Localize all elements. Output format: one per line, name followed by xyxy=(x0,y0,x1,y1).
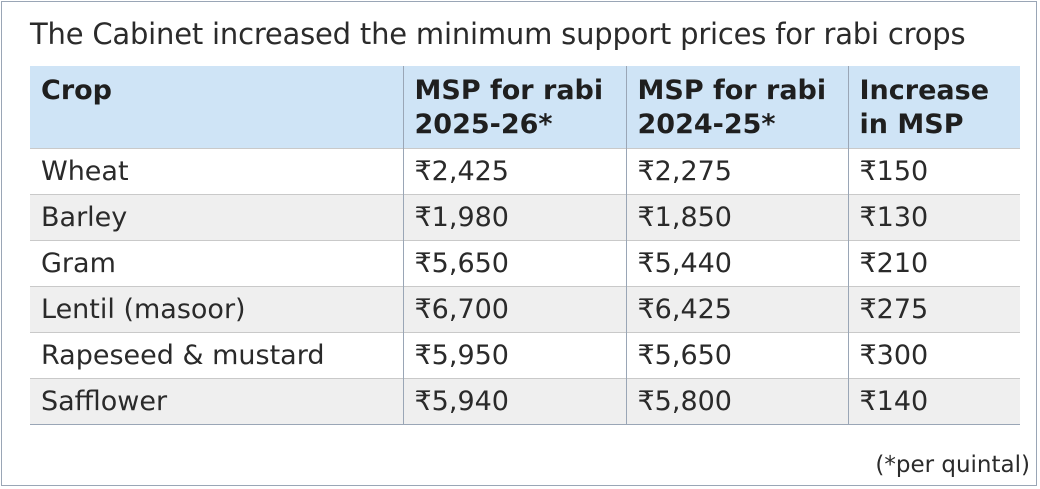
msp-2025-26-cell: ₹2,425 xyxy=(402,148,626,195)
crop-cell: Rapeseed & mustard xyxy=(30,332,403,379)
crop-cell: Gram xyxy=(30,240,403,287)
msp-2024-25-cell: ₹5,650 xyxy=(625,332,848,379)
msp-2024-25-cell: ₹1,850 xyxy=(625,194,848,241)
chart-title: The Cabinet increased the minimum suppor… xyxy=(30,17,966,51)
increase-cell: ₹130 xyxy=(847,194,1020,241)
table-row: Rapeseed & mustard ₹5,950 ₹5,650 ₹300 xyxy=(30,332,1020,379)
msp-2025-26-cell: ₹6,700 xyxy=(402,286,626,333)
increase-cell: ₹210 xyxy=(847,240,1020,287)
table-row: Barley ₹1,980 ₹1,850 ₹130 xyxy=(30,194,1020,241)
header-increase: Increase in MSP xyxy=(847,66,1020,149)
increase-cell: ₹150 xyxy=(847,148,1020,195)
header-msp-2025-26: MSP for rabi 2025-26* xyxy=(402,66,626,149)
crop-cell: Wheat xyxy=(30,148,403,195)
header-increase-line1: Increase xyxy=(859,75,990,106)
header-row: Crop MSP for rabi 2025-26* MSP for rabi … xyxy=(30,66,1020,149)
table-row: Lentil (masoor) ₹6,700 ₹6,425 ₹275 xyxy=(30,286,1020,333)
msp-table-wrapper: Crop MSP for rabi 2025-26* MSP for rabi … xyxy=(30,66,1020,425)
msp-2024-25-cell: ₹5,800 xyxy=(625,378,848,425)
msp-2025-26-cell: ₹1,980 xyxy=(402,194,626,241)
increase-cell: ₹140 xyxy=(847,378,1020,425)
footnote: (*per quintal) xyxy=(875,452,1030,478)
increase-cell: ₹300 xyxy=(847,332,1020,379)
msp-2024-25-cell: ₹6,425 xyxy=(625,286,848,333)
header-msp-2025-26-line2: 2025-26* xyxy=(414,109,553,140)
header-crop-line1: Crop xyxy=(41,75,113,106)
table-row: Wheat ₹2,425 ₹2,275 ₹150 xyxy=(30,148,1020,195)
msp-table: Crop MSP for rabi 2025-26* MSP for rabi … xyxy=(30,66,1020,425)
table-row: Gram ₹5,650 ₹5,440 ₹210 xyxy=(30,240,1020,287)
msp-2025-26-cell: ₹5,950 xyxy=(402,332,626,379)
header-msp-2024-25-line2: 2024-25* xyxy=(637,109,776,140)
header-increase-line2: in MSP xyxy=(859,109,964,140)
msp-2024-25-cell: ₹2,275 xyxy=(625,148,848,195)
crop-cell: Barley xyxy=(30,194,403,241)
header-msp-2025-26-line1: MSP for rabi xyxy=(414,75,604,106)
increase-cell: ₹275 xyxy=(847,286,1020,333)
msp-2025-26-cell: ₹5,650 xyxy=(402,240,626,287)
header-msp-2024-25-line1: MSP for rabi xyxy=(637,75,827,106)
msp-2024-25-cell: ₹5,440 xyxy=(625,240,848,287)
table-body: Wheat ₹2,425 ₹2,275 ₹150 Barley ₹1,980 ₹1,850 ₹… xyxy=(30,148,1020,425)
header-crop: Crop xyxy=(30,66,403,149)
header-msp-2024-25: MSP for rabi 2024-25* xyxy=(625,66,848,149)
table-row: Safflower ₹5,940 ₹5,800 ₹140 xyxy=(30,378,1020,425)
msp-2025-26-cell: ₹5,940 xyxy=(402,378,626,425)
crop-cell: Lentil (masoor) xyxy=(30,286,403,333)
crop-cell: Safflower xyxy=(30,378,403,425)
table-header: Crop MSP for rabi 2025-26* MSP for rabi … xyxy=(30,66,1020,149)
